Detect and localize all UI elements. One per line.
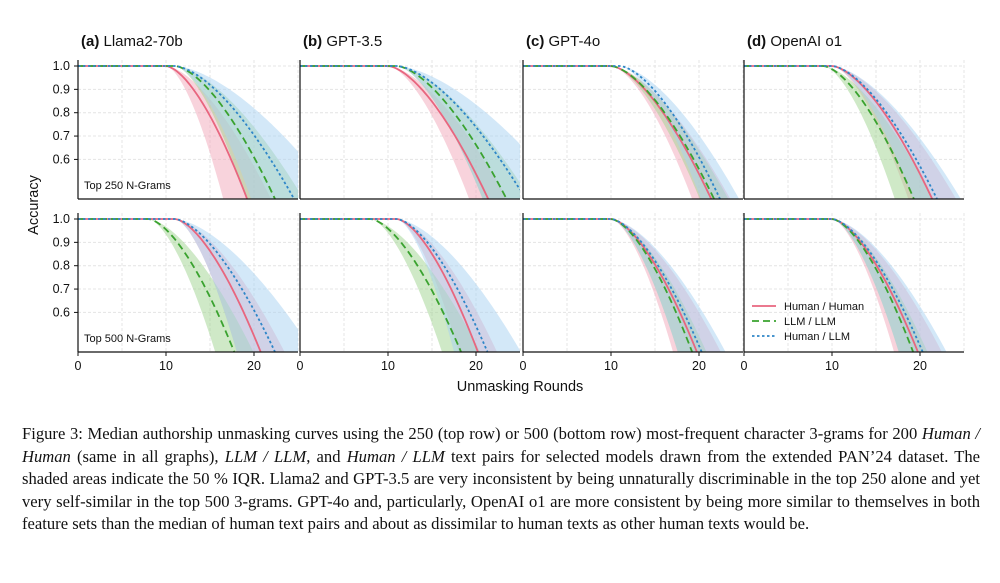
row-label: Top 500 N-Grams <box>84 333 171 345</box>
median-line <box>300 218 489 352</box>
caption-em-human-llm: Human / LLM <box>346 446 445 466</box>
iqr-band <box>78 219 254 352</box>
median-line <box>523 65 716 199</box>
iqr-band <box>78 219 298 352</box>
iqr-band <box>523 219 721 352</box>
y-tick-label: 0.6 <box>53 305 70 319</box>
panel-plot <box>523 65 740 199</box>
panel-plot <box>78 218 298 352</box>
panel-plot <box>744 65 961 199</box>
x-tick-label: 0 <box>75 359 82 373</box>
row-label: Top 250 N-Grams <box>84 180 171 192</box>
iqr-band <box>300 219 520 352</box>
median-line <box>744 218 924 352</box>
caption-text: Figure 3: Median authorship unmasking cu… <box>22 423 980 536</box>
panel-plot <box>744 218 947 352</box>
caption-mid1: (same in all graphs), <box>70 446 225 466</box>
iqr-band <box>523 66 729 199</box>
panel-r1-c3: 0 10 20 <box>741 213 965 373</box>
legend-label: Human / Human <box>784 301 864 313</box>
x-tick-label: 0 <box>520 359 527 373</box>
panel-title-letter: (b) <box>303 33 326 50</box>
y-tick-label: 0.8 <box>53 106 70 120</box>
iqr-band <box>744 219 947 352</box>
y-tick-label: 1.0 <box>53 212 70 226</box>
panel-title: (b) GPT-3.5 <box>303 33 382 50</box>
panel-r0-c3 <box>743 60 965 200</box>
y-tick-label: 0.9 <box>53 235 70 249</box>
caption-em-llm-llm: LLM / LLM <box>224 446 307 466</box>
panel-title-letter: (a) <box>81 33 104 50</box>
iqr-band <box>744 66 961 199</box>
panel-title-letter: (c) <box>526 33 549 50</box>
legend-label: Human / LLM <box>784 331 850 343</box>
panel-title-model: OpenAI o1 <box>770 33 842 50</box>
panel-plot <box>523 218 726 352</box>
median-line <box>523 218 703 352</box>
panel-title-model: GPT-3.5 <box>326 33 382 50</box>
x-tick-label: 0 <box>297 359 304 373</box>
iqr-band <box>78 66 298 199</box>
x-tick-label: 20 <box>692 359 706 373</box>
y-axis-label: Accuracy <box>26 174 42 234</box>
y-tick-label: 1.0 <box>53 59 70 73</box>
iqr-band <box>744 66 933 199</box>
iqr-band <box>78 66 272 199</box>
panel-r0-c1 <box>299 60 521 200</box>
median-line <box>300 65 520 191</box>
panel-r1-c0: 0.6 0.7 0.8 0.9 1.0 Top 500 N-Grams 0 10 20 <box>53 212 299 373</box>
x-tick-label: 20 <box>913 359 927 373</box>
panel-title: (c) GPT-4o <box>526 33 600 50</box>
x-tick-label: 10 <box>381 359 395 373</box>
y-tick-label: 0.6 <box>53 152 70 166</box>
panel-plot <box>300 218 520 352</box>
caption-prefix: Figure 3: Median authorship unmasking cu… <box>22 424 922 443</box>
x-tick-label: 10 <box>159 359 173 373</box>
iqr-band <box>523 66 731 199</box>
panel-plot <box>300 65 520 199</box>
panel-plot <box>78 65 298 199</box>
panel-r1-c1: 0 10 20 <box>297 213 521 373</box>
legend: Human / Human LLM / LLM Human / LLM <box>752 301 864 343</box>
iqr-band <box>523 219 726 352</box>
iqr-band <box>300 219 481 352</box>
median-line <box>78 218 277 352</box>
median-line <box>78 65 296 199</box>
y-tick-label: 0.7 <box>53 129 70 143</box>
median-line <box>523 65 722 199</box>
median-line <box>523 65 713 199</box>
panel-title-model: Llama2-70b <box>104 33 183 50</box>
panel-r0-c2 <box>522 60 744 200</box>
panel-title-model: GPT-4o <box>549 33 601 50</box>
column-titles: (a) Llama2-70b (b) GPT-3.5 (c) GPT-4o (d) O… <box>81 33 842 50</box>
figure-caption: Figure 3: Median authorship unmasking cu… <box>22 423 980 536</box>
x-tick-label: 10 <box>604 359 618 373</box>
y-tick-label: 0.9 <box>53 82 70 96</box>
axis-labels: Accuracy Unmasking Rounds <box>26 174 583 395</box>
legend-label: LLM / LLM <box>784 316 836 328</box>
iqr-band <box>523 66 740 199</box>
x-tick-label: 20 <box>469 359 483 373</box>
caption-suffix: text pairs for selected models drawn fro… <box>22 446 981 534</box>
y-tick-label: 0.7 <box>53 282 70 296</box>
panel-r0-c0: 0.6 0.7 0.8 0.9 1.0 Top 250 N-Grams <box>53 59 299 200</box>
median-line <box>744 65 939 199</box>
caption-mid2: , and <box>306 446 347 466</box>
y-tick-label: 0.8 <box>53 259 70 273</box>
panel-r1-c2: 0 10 20 <box>520 213 744 373</box>
caption-em-human-human: Human / Human <box>22 424 981 466</box>
x-tick-label: 0 <box>741 359 748 373</box>
x-tick-label: 20 <box>247 359 261 373</box>
x-tick-label: 10 <box>825 359 839 373</box>
x-axis-label: Unmasking Rounds <box>457 379 584 395</box>
panel-title-letter: (d) <box>747 33 770 50</box>
iqr-band <box>300 66 520 199</box>
panel-title: (a) Llama2-70b <box>81 33 183 50</box>
panel-title: (d) OpenAI o1 <box>747 33 842 50</box>
